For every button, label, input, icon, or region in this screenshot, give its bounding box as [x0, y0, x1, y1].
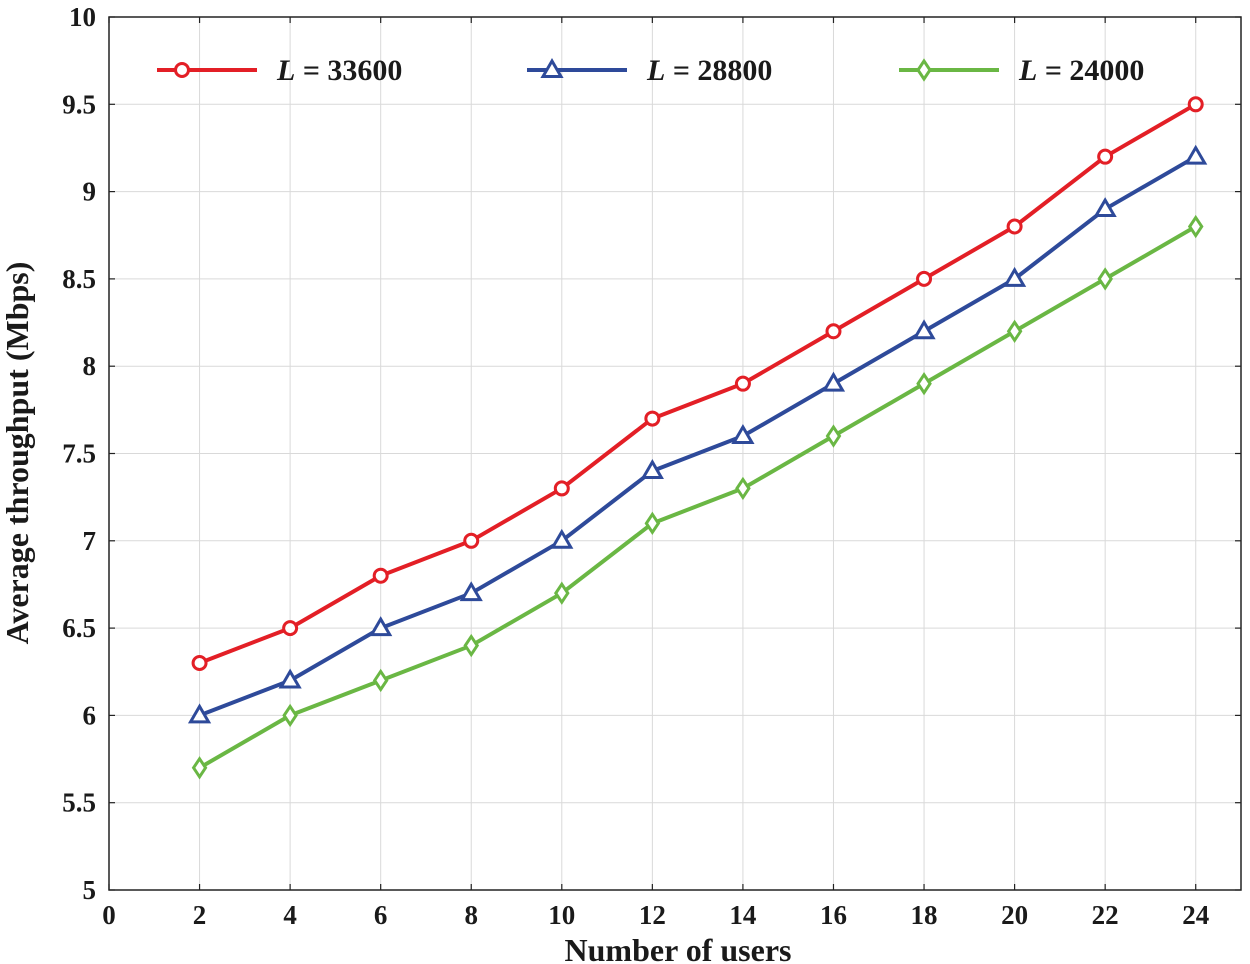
grid — [109, 17, 1241, 890]
legend-marker — [174, 62, 190, 78]
data-point — [550, 528, 574, 549]
data-point — [1006, 319, 1023, 343]
legend-value: = 33600 — [295, 54, 402, 87]
data-point — [731, 424, 755, 445]
x-tick-label: 12 — [639, 900, 666, 930]
legend-value: = 24000 — [1037, 54, 1144, 87]
x-tick-label: 6 — [374, 900, 388, 930]
x-tick-label: 10 — [548, 900, 575, 930]
legend-value: = 28800 — [665, 54, 772, 87]
data-point — [825, 424, 842, 448]
data-point — [369, 616, 393, 637]
data-point — [1093, 197, 1117, 218]
data-point — [463, 633, 480, 658]
series-2 — [191, 214, 1204, 780]
x-tick-label: 20 — [1001, 900, 1028, 930]
legend-label: L = 28800 — [646, 54, 772, 87]
legend-item: L = 24000 — [899, 54, 1144, 87]
x-tick-label: 0 — [102, 900, 116, 930]
legend: L = 33600 L = 28800 L = 24000 — [157, 54, 1144, 87]
data-point — [825, 323, 842, 340]
data-point — [644, 410, 661, 427]
y-tick-label: 6.5 — [62, 613, 96, 643]
y-tick-label: 8.5 — [62, 264, 96, 294]
x-tick-label: 22 — [1092, 900, 1119, 930]
data-point — [282, 620, 299, 637]
x-tick-label: 8 — [464, 900, 478, 930]
data-point — [644, 511, 661, 536]
data-point — [191, 655, 208, 672]
data-point — [553, 581, 570, 605]
legend-marker — [916, 58, 932, 82]
data-point — [735, 476, 751, 501]
series-line — [198, 102, 1197, 665]
legend-var: L — [276, 54, 295, 87]
y-tick-label: 10 — [69, 2, 96, 32]
series-1 — [187, 144, 1208, 724]
data-point — [1097, 267, 1113, 291]
axis-ticks: 0 2 4 6 8 10 12 14 16 18 20 22 2455.566.577.588.599.… — [62, 2, 1241, 930]
legend-var: L — [646, 54, 665, 87]
data-point — [459, 581, 483, 602]
series-line — [198, 224, 1197, 770]
series-line — [198, 154, 1197, 718]
x-axis-title: Number of users — [565, 932, 792, 964]
data-point — [1002, 266, 1027, 287]
data-point — [463, 532, 480, 549]
data-point — [1097, 148, 1114, 165]
data-point — [640, 458, 664, 479]
data-point — [282, 703, 298, 728]
data-point — [1187, 96, 1204, 113]
legend-label: L = 33600 — [276, 54, 402, 87]
x-tick-label: 14 — [729, 900, 756, 930]
y-tick-label: 9.5 — [62, 89, 96, 119]
legend-label: L = 24000 — [1018, 54, 1144, 87]
x-tick-label: 4 — [283, 900, 297, 930]
legend-var: L — [1018, 54, 1037, 87]
series-0 — [191, 96, 1204, 672]
y-tick-label: 5 — [83, 875, 97, 905]
data-point — [916, 270, 933, 287]
y-axis-title: Average throughput (Mbps) — [0, 262, 35, 645]
y-tick-label: 7.5 — [62, 439, 96, 469]
data-point — [1184, 144, 1208, 165]
y-tick-label: 8 — [83, 351, 97, 381]
x-tick-label: 24 — [1182, 900, 1209, 930]
data-point — [916, 371, 932, 396]
legend-item: L = 33600 — [157, 54, 402, 87]
x-tick-label: 2 — [193, 900, 207, 930]
y-tick-label: 7 — [83, 526, 97, 556]
data-point — [1006, 218, 1023, 235]
data-point — [734, 375, 751, 392]
data-point — [912, 319, 936, 340]
data-point — [191, 756, 208, 780]
x-tick-label: 18 — [911, 900, 938, 930]
legend-marker — [540, 58, 564, 78]
data-point — [372, 668, 389, 693]
series-group — [187, 96, 1208, 780]
y-tick-label: 5.5 — [62, 788, 96, 818]
legend-item: L = 28800 — [527, 54, 772, 87]
data-point — [187, 703, 212, 724]
data-point — [278, 668, 302, 689]
data-point — [553, 480, 570, 497]
data-point — [372, 567, 389, 584]
x-tick-label: 16 — [820, 900, 847, 930]
data-point — [1187, 214, 1204, 239]
data-point — [821, 371, 846, 392]
y-tick-label: 6 — [83, 700, 97, 730]
y-tick-label: 9 — [83, 177, 97, 207]
